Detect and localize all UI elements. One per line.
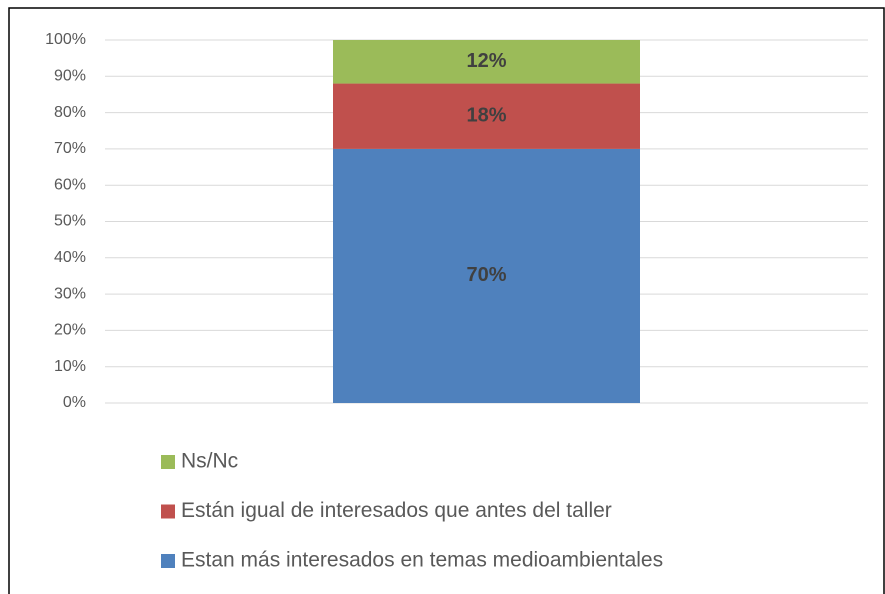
legend-swatch — [161, 554, 175, 568]
y-tick-label: 20% — [54, 322, 86, 339]
legend-label: Estan más interesados en temas medioambi… — [181, 549, 663, 572]
y-tick-label: 70% — [54, 140, 86, 157]
y-tick-label: 60% — [54, 176, 86, 193]
data-label: 18% — [466, 105, 506, 127]
data-label: 12% — [466, 50, 506, 72]
y-tick-label: 0% — [63, 394, 86, 411]
legend-label: Están igual de interesados que antes del… — [181, 499, 612, 522]
data-label: 70% — [466, 264, 506, 286]
y-tick-label: 30% — [54, 285, 86, 302]
legend-swatch — [161, 504, 175, 519]
y-tick-label: 90% — [54, 68, 86, 85]
legend-label: Ns/Nc — [181, 450, 238, 473]
bar-segment — [333, 148, 640, 403]
legend-swatch — [161, 455, 175, 469]
y-tick-label: 80% — [54, 104, 86, 121]
y-tick-label: 10% — [54, 358, 86, 375]
y-tick-label: 100% — [45, 31, 86, 48]
y-tick-label: 50% — [54, 213, 86, 230]
chart-frame — [8, 7, 885, 594]
bar-segment — [333, 40, 640, 84]
bar-segment — [333, 83, 640, 149]
y-tick-label: 40% — [54, 249, 86, 266]
